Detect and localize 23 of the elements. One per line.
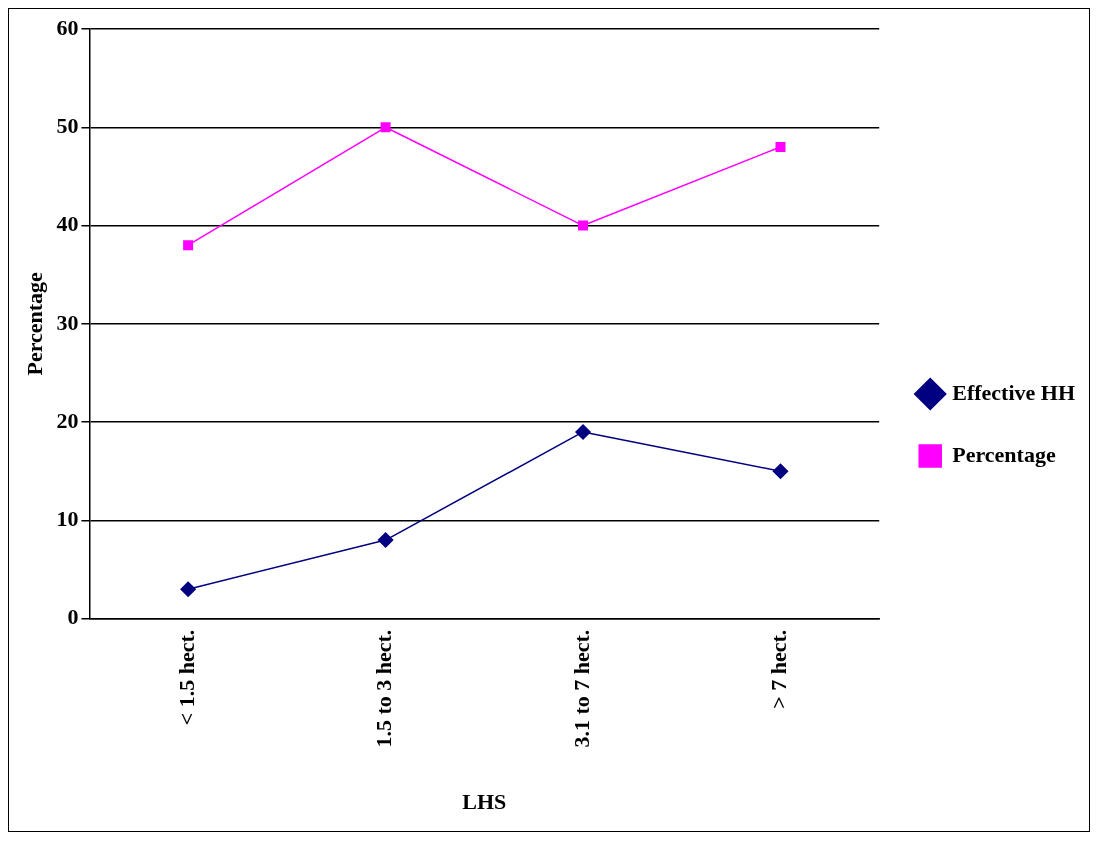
point xyxy=(575,424,591,440)
y-tick-label: 0 xyxy=(67,604,79,630)
x-tick-label: 3.1 to 7 hect. xyxy=(568,629,594,748)
point xyxy=(183,240,194,251)
x-tick-label: > 7 hect. xyxy=(766,629,792,709)
y-tick-label: 60 xyxy=(56,14,79,40)
legend-label: Percentage xyxy=(952,441,1056,467)
y-tick-label: 50 xyxy=(56,112,79,138)
point xyxy=(377,532,394,548)
point xyxy=(180,581,196,597)
y-tick-label: 30 xyxy=(56,309,79,335)
x-tick-label: < 1.5 hect. xyxy=(173,629,199,726)
y-tick-label: 10 xyxy=(56,506,79,532)
y-axis-title: Percentage xyxy=(21,271,47,376)
x-tick-label: 1.5 to 3 hect. xyxy=(371,629,397,748)
point xyxy=(578,220,589,231)
point xyxy=(380,122,391,133)
y-tick-label: 40 xyxy=(56,211,79,237)
x-axis-title: LHS xyxy=(462,789,507,815)
y-tick-label: 20 xyxy=(56,407,79,433)
point xyxy=(775,141,786,152)
point xyxy=(772,463,789,480)
legend-label: Effective HH xyxy=(952,379,1076,405)
